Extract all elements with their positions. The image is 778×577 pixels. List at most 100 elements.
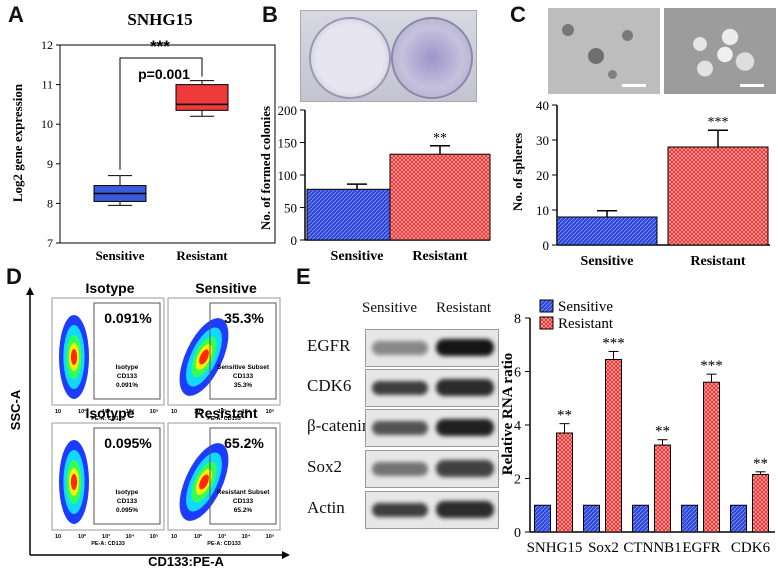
flow-axis-label: PE-A: CD133 bbox=[207, 541, 241, 547]
y-tick-label: 100 bbox=[278, 168, 298, 183]
box bbox=[175, 84, 229, 111]
p-value-label: p=0.001 bbox=[138, 66, 190, 82]
bar-resistant bbox=[605, 358, 622, 533]
plot-frame bbox=[59, 44, 276, 244]
y-tick-label: 10 bbox=[536, 203, 549, 218]
flow-plot-title: Sensitive bbox=[195, 280, 257, 296]
flow-x-tick: 10 bbox=[55, 409, 61, 415]
sphere-photo-resistant bbox=[664, 8, 776, 94]
panel-e-ylabel: Relative RNA ratio bbox=[500, 353, 516, 475]
y-tick-label: 7 bbox=[47, 236, 53, 250]
sensitive-well bbox=[309, 17, 391, 99]
band-resistant bbox=[436, 419, 494, 436]
gate-box bbox=[209, 427, 277, 525]
sphere-photo-sensitive bbox=[548, 8, 660, 94]
blot-strip bbox=[365, 409, 499, 447]
x-tick-label: CDK6 bbox=[731, 540, 771, 556]
flow-x-tick: 10³ bbox=[102, 408, 110, 415]
blot-strip bbox=[365, 329, 499, 367]
x-tick-label: CTNNB1 bbox=[623, 540, 681, 556]
x-tick-label: SNHG15 bbox=[527, 540, 583, 556]
legend-label: Sensitive bbox=[558, 299, 613, 315]
gate-label: CD133 bbox=[233, 373, 254, 380]
panel-a-ylabel: Log2 gene expression bbox=[10, 83, 25, 202]
bar-sensitive bbox=[534, 504, 551, 533]
y-tick-label: 0 bbox=[543, 238, 550, 253]
blot-row-label: Actin bbox=[307, 498, 345, 517]
significance-stars: ** bbox=[655, 424, 670, 440]
gate-box bbox=[93, 302, 161, 400]
bar-resistant bbox=[752, 473, 769, 533]
y-tick-label: 2 bbox=[514, 473, 521, 488]
resistant-well bbox=[391, 17, 473, 99]
x-tick-label: EGFR bbox=[682, 540, 720, 556]
flow-axis-label: PE-A: CD133 bbox=[91, 541, 125, 547]
bar-resistant bbox=[667, 146, 769, 246]
band-sensitive bbox=[372, 503, 428, 517]
gate-label: CD133 bbox=[233, 498, 254, 505]
significance-stars: ** bbox=[753, 456, 768, 472]
band-sensitive bbox=[372, 421, 428, 435]
gate-label: 65.2% bbox=[234, 507, 253, 514]
y-tick-label: 200 bbox=[278, 103, 298, 118]
significance-stars: ** bbox=[557, 408, 572, 424]
y-tick-label: 40 bbox=[536, 98, 549, 113]
density-contour bbox=[199, 474, 209, 490]
flow-x-tick: 10² bbox=[194, 408, 202, 415]
panel-letter-d: D bbox=[6, 264, 22, 289]
flow-x-tick: 10² bbox=[78, 533, 86, 540]
significance-stars: *** bbox=[708, 115, 729, 130]
bar-resistant bbox=[556, 432, 573, 533]
band-resistant bbox=[436, 339, 494, 356]
gate-label: 35.3% bbox=[234, 382, 253, 389]
gate-label: CD133 bbox=[117, 498, 138, 505]
x-tick-label: Resistant bbox=[176, 248, 228, 263]
y-tick-label: 150 bbox=[278, 136, 298, 151]
scale-bar bbox=[740, 84, 764, 87]
flow-x-tick: 10⁴ bbox=[242, 534, 251, 540]
bar-sensitive bbox=[681, 504, 698, 533]
y-tick-label: 20 bbox=[536, 168, 549, 183]
band-resistant bbox=[436, 501, 494, 518]
significance-bracket bbox=[119, 57, 203, 170]
flow-x-tick: 10⁵ bbox=[266, 534, 275, 540]
gate-label: 0.095% bbox=[116, 507, 138, 514]
bar-sensitive bbox=[583, 504, 600, 533]
gate-label: CD133 bbox=[117, 373, 138, 380]
y-tick-label: 11 bbox=[41, 78, 53, 92]
gate-label: 0.091% bbox=[116, 382, 138, 389]
x-tick-label: Sox2 bbox=[588, 540, 619, 556]
blot-row-label: Sox2 bbox=[307, 457, 342, 476]
y-tick-label: 4 bbox=[514, 419, 521, 434]
panel-letter-c: C bbox=[510, 2, 526, 27]
significance-stars: *** bbox=[150, 37, 170, 56]
flow-x-tick: 10² bbox=[194, 533, 202, 540]
blot-header-sensitive: Sensitive bbox=[362, 300, 417, 316]
gate-label: Resistant Subset bbox=[217, 489, 271, 496]
panel-d-xlabel: CD133:PE-A bbox=[148, 554, 224, 569]
band-resistant bbox=[436, 379, 494, 396]
flow-x-tick: 10³ bbox=[102, 533, 110, 540]
flow-x-tick: 10 bbox=[171, 534, 177, 540]
y-tick-label: 8 bbox=[514, 312, 521, 327]
flow-x-tick: 10 bbox=[171, 409, 177, 415]
scale-bar bbox=[622, 84, 646, 87]
flow-axis-label: PE-A: CD133 bbox=[91, 416, 125, 422]
gate-percentage: 35.3% bbox=[224, 310, 264, 326]
gate-label: Isotype bbox=[116, 489, 139, 496]
flow-x-tick: 10² bbox=[78, 408, 86, 415]
gate-label: Isotype bbox=[116, 364, 139, 371]
panel-letter-a: A bbox=[8, 2, 24, 27]
flow-x-tick: 10⁴ bbox=[126, 534, 135, 540]
band-sensitive bbox=[372, 381, 428, 395]
legend-swatch bbox=[539, 316, 554, 330]
flow-plot-title: Resistant bbox=[194, 405, 257, 421]
blot-row-label: β-catenin bbox=[307, 416, 371, 435]
legend-label: Resistant bbox=[558, 316, 614, 332]
flow-x-tick: 10 bbox=[55, 534, 61, 540]
blot-strip bbox=[365, 491, 499, 529]
density-contour bbox=[70, 349, 78, 365]
gate-percentage: 65.2% bbox=[224, 435, 264, 451]
